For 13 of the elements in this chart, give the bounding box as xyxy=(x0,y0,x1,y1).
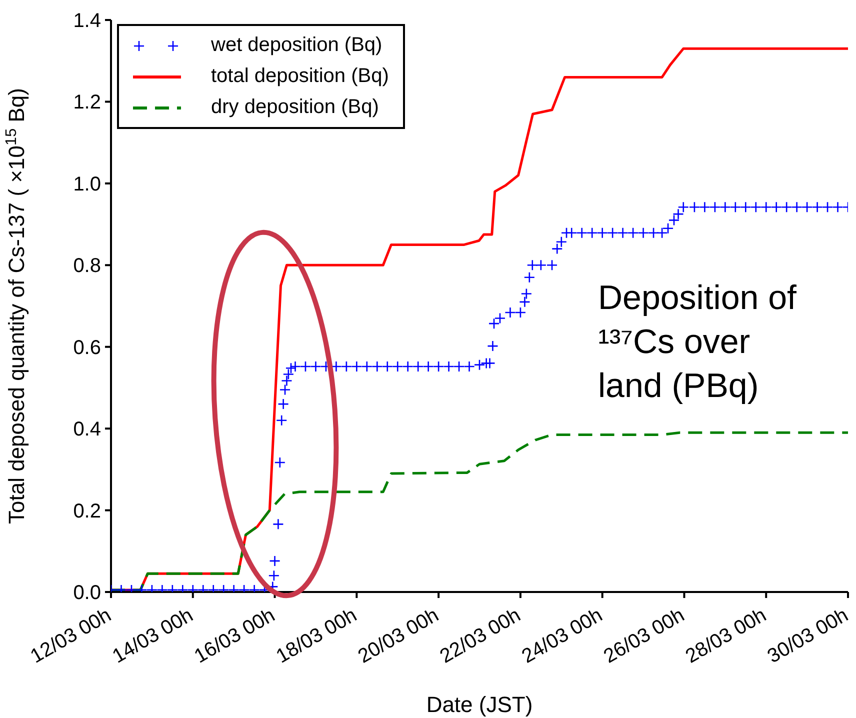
y-tick-label: 1.4 xyxy=(73,10,101,32)
y-tick-label: 0.6 xyxy=(73,336,101,359)
annotation: Deposition of ¹³⁷Cs over land (PBq) xyxy=(598,278,798,407)
y-tick-label: 0.8 xyxy=(73,255,101,278)
y-tick-label: 1.0 xyxy=(73,173,101,196)
legend-label: total deposition (Bq) xyxy=(211,65,389,88)
y-tick-label: 0.0 xyxy=(73,582,101,604)
x-axis-title: Date (JST) xyxy=(426,692,533,717)
y-tick-label: 1.2 xyxy=(73,92,101,114)
y-tick-label: 0.4 xyxy=(73,418,101,441)
y-tick-label: 0.2 xyxy=(73,500,101,522)
legend-label: dry deposition (Bq) xyxy=(211,96,379,119)
legend-label: wet deposition (Bq) xyxy=(211,34,382,57)
